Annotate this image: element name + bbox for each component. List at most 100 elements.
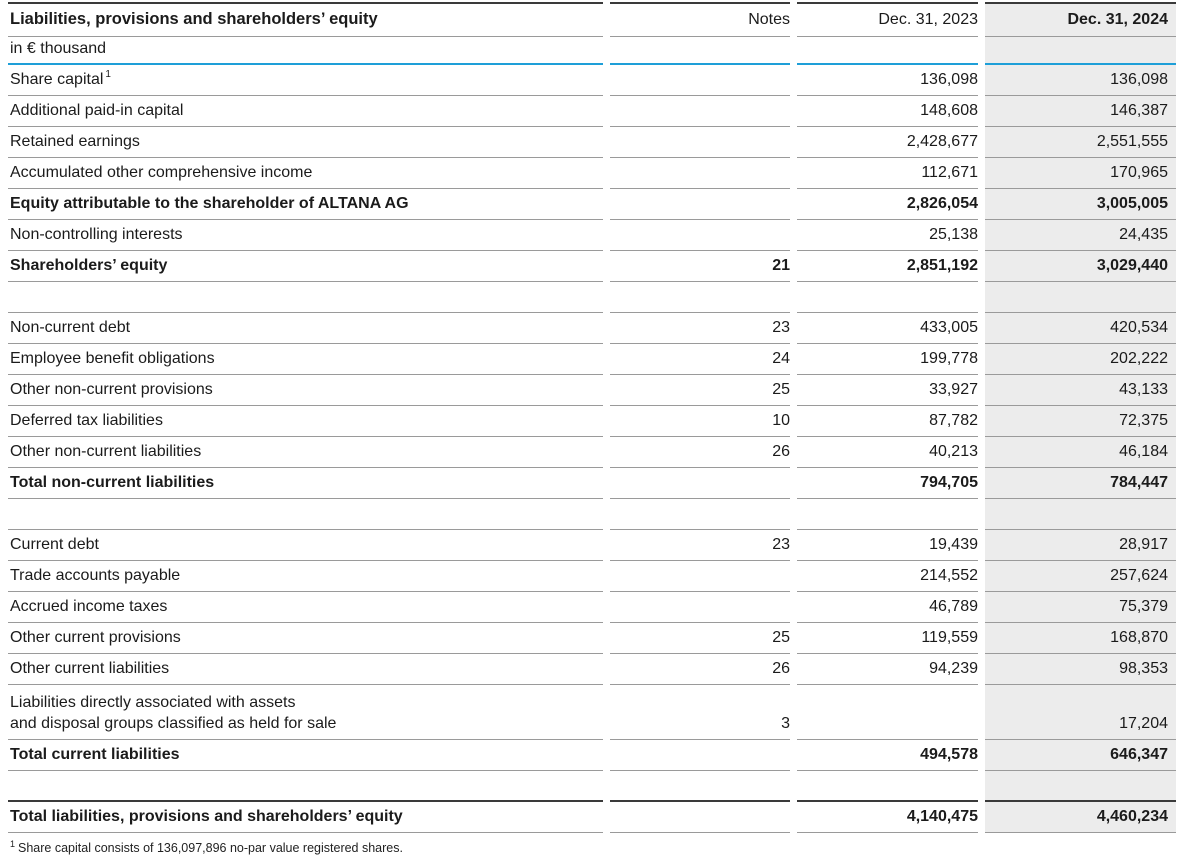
unit-label: in € thousand [8,37,603,65]
row-label: Total current liabilities [10,745,180,765]
row-label-cell: Additional paid-in capital [8,96,603,127]
value-2024-cell: 3,005,005 [985,189,1176,220]
row-label-line: Total current liabilities [10,745,180,765]
row-label-line: Share capital 1 [10,70,111,90]
value-2024-cell: 3,029,440 [985,251,1176,282]
row-label: Total liabilities, provisions and shareh… [10,807,403,827]
value-2023-cell: 4,140,475 [797,802,978,833]
spacer-row [8,499,1176,530]
row-label-line: Other non-current provisions [10,380,213,400]
value-2023-cell [797,771,978,802]
row-label-line: Other non-current liabilities [10,442,201,462]
note-cell: 26 [610,654,790,685]
value-2023-cell [797,282,978,313]
note-cell: 23 [610,313,790,344]
note-cell [610,127,790,158]
column-header-2024: Dec. 31, 2024 [985,2,1176,37]
value-2023-cell: 136,098 [797,65,978,96]
table-row: Shareholders’ equity 21 2,851,192 3,029,440 [8,251,1176,282]
row-label-text: Non-current debt [10,318,131,336]
footnote-text: Share capital consists of 136,097,896 no… [18,841,403,855]
table-row: Equity attributable to the shareholder o… [8,189,1176,220]
row-label: Liabilities directly associated with ass… [10,693,336,734]
table-row: Current debt 23 19,439 28,917 [8,530,1176,561]
unit-row-2023-cell [797,37,978,65]
row-label: Shareholders’ equity [10,256,167,276]
value-2023-cell: 112,671 [797,158,978,189]
row-label-text: Accrued income taxes [10,597,168,615]
row-label-cell: Shareholders’ equity [8,251,603,282]
spacer-row [8,771,1176,802]
row-label-text: Total current liabilities [10,745,180,763]
row-label: Non-current debt [10,318,130,338]
note-cell [610,65,790,96]
row-label: Employee benefit obligations [10,349,215,369]
value-2023-cell [797,499,978,530]
row-label-line: Trade accounts payable [10,566,180,586]
row-label-cell: Other non-current provisions [8,375,603,406]
row-label-cell: Liabilities directly associated with ass… [8,685,603,740]
row-label-line2: and disposal groups classified as held f… [10,714,337,732]
balance-sheet-table: Liabilities, provisions and shareholders… [8,2,1176,833]
value-2023-cell: 794,705 [797,468,978,499]
row-label: Other non-current provisions [10,380,213,400]
value-2023-cell: 33,927 [797,375,978,406]
row-label-text: Retained earnings [10,132,140,150]
row-label-cell: Total liabilities, provisions and shareh… [8,802,603,833]
value-2024-cell: 202,222 [985,344,1176,375]
value-2023-cell: 119,559 [797,623,978,654]
row-label: Equity attributable to the shareholder o… [10,194,409,214]
note-cell [610,561,790,592]
value-2023-cell: 87,782 [797,406,978,437]
row-label: Other non-current liabilities [10,442,201,462]
unit-row-2024-cell [985,37,1176,65]
table-row: Accumulated other comprehensive income 11… [8,158,1176,189]
unit-row-notes-cell [610,37,790,65]
value-2024-cell: 98,353 [985,654,1176,685]
table-row: Non-current debt 23 433,005 420,534 [8,313,1176,344]
table-row: Other non-current provisions 25 33,927 43,1… [8,375,1176,406]
row-label-text: Share capital [10,70,104,88]
note-cell [610,499,790,530]
value-2023-cell: 494,578 [797,740,978,771]
row-label-line: Shareholders’ equity [10,256,167,276]
row-label-line: Non-controlling interests [10,225,183,245]
row-label-line: Deferred tax liabilities [10,411,163,431]
footnote-marker: 1 [10,838,16,849]
row-label-cell: Accrued income taxes [8,592,603,623]
row-label-line: Other current provisions [10,628,181,648]
page-title: Liabilities, provisions and shareholders… [8,2,603,37]
row-label-text: Other non-current provisions [10,380,213,398]
row-label-cell: Current debt [8,530,603,561]
row-label-text: Other current provisions [10,628,181,646]
value-2023-cell: 214,552 [797,561,978,592]
note-cell [610,771,790,802]
table-row: Employee benefit obligations 24 199,778 202… [8,344,1176,375]
row-label: Trade accounts payable [10,566,180,586]
value-2023-cell: 94,239 [797,654,978,685]
value-2023-cell: 46,789 [797,592,978,623]
row-label-cell: Other current provisions [8,623,603,654]
row-label-text: Shareholders’ equity [10,256,168,274]
value-2024-cell: 420,534 [985,313,1176,344]
spacer-row [8,282,1176,313]
row-label-cell: Retained earnings [8,127,603,158]
table-body: Share capital 1 136,098 136,098 Additional p… [8,65,1176,833]
value-2024-cell [985,282,1176,313]
note-cell [610,158,790,189]
row-label: Share capital 1 [10,70,111,90]
row-label-line: Other current liabilities [10,659,169,679]
note-cell: 23 [610,530,790,561]
row-label-line: Total non-current liabilities [10,473,214,493]
table-header-row: Liabilities, provisions and shareholders… [8,2,1176,37]
table-row: Total current liabilities 494,578 646,347 [8,740,1176,771]
value-2023-cell: 25,138 [797,220,978,251]
row-label-line: Retained earnings [10,132,140,152]
row-label-line: Total liabilities, provisions and shareh… [10,807,403,827]
row-label-line: Non-current debt [10,318,130,338]
row-label-text: Total non-current liabilities [10,473,215,491]
row-label-cell [8,771,603,802]
row-label-cell: Non-current debt [8,313,603,344]
row-label: Accumulated other comprehensive income [10,163,312,183]
row-label-cell: Trade accounts payable [8,561,603,592]
